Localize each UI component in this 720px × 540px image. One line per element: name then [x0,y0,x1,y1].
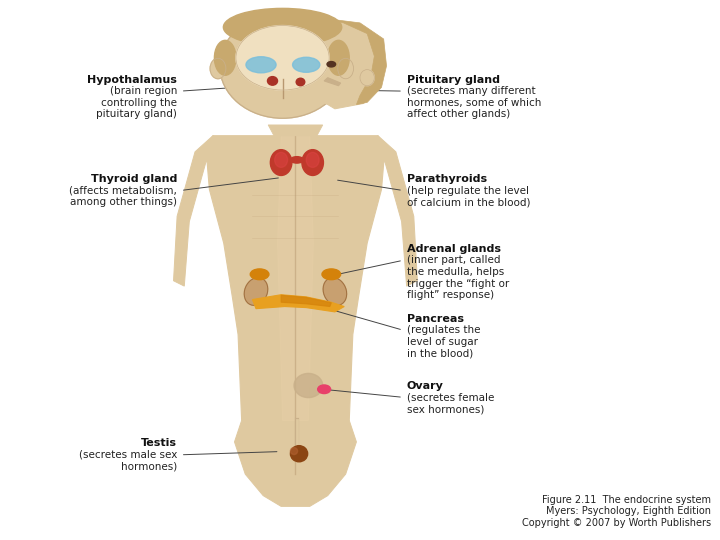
Text: (secretes male sex
hormones): (secretes male sex hormones) [78,450,177,471]
Text: (affects metabolism,
among other things): (affects metabolism, among other things) [69,186,177,207]
Ellipse shape [323,278,346,305]
Text: (regulates the
level of sugar
in the blood): (regulates the level of sugar in the blo… [407,325,480,359]
Polygon shape [174,136,220,286]
Ellipse shape [220,14,346,118]
Ellipse shape [296,78,305,86]
Text: Parathyroids: Parathyroids [407,174,487,184]
Ellipse shape [322,269,341,280]
Text: Testis: Testis [141,438,177,448]
Polygon shape [268,125,323,136]
Ellipse shape [318,385,330,394]
Ellipse shape [306,152,319,167]
Polygon shape [277,136,313,421]
Text: Thyroid gland: Thyroid gland [91,174,177,184]
Ellipse shape [236,25,329,90]
Polygon shape [371,136,418,286]
Ellipse shape [290,446,307,462]
Polygon shape [206,136,385,421]
Ellipse shape [246,57,276,73]
Ellipse shape [215,40,236,75]
Ellipse shape [360,70,374,86]
Text: (help regulate the level
of calcium in the blood): (help regulate the level of calcium in t… [407,186,530,207]
Ellipse shape [294,374,323,397]
Text: Adrenal glands: Adrenal glands [407,244,500,254]
Ellipse shape [270,150,292,176]
Text: (secretes many different
hormones, some of which
affect other glands): (secretes many different hormones, some … [407,86,541,119]
Text: (secretes female
sex hormones): (secretes female sex hormones) [407,393,494,414]
Ellipse shape [274,152,287,167]
Polygon shape [235,421,356,507]
Text: (inner part, called
the medulla, helps
trigger the “fight or
flight” response): (inner part, called the medulla, helps t… [407,255,509,300]
Text: (brain region
controlling the
pituitary gland): (brain region controlling the pituitary … [96,86,177,119]
Text: Figure 2.11  The endocrine system
Myers: Psychology, Eighth Edition
Copyright © : Figure 2.11 The endocrine system Myers: … [522,495,711,528]
Polygon shape [281,295,331,307]
Text: Hypothalamus: Hypothalamus [87,75,177,85]
Ellipse shape [338,58,354,79]
Polygon shape [324,78,341,86]
Ellipse shape [328,40,349,75]
Ellipse shape [251,269,269,280]
Ellipse shape [302,150,323,176]
Text: Pancreas: Pancreas [407,314,464,323]
Ellipse shape [267,77,277,85]
Polygon shape [253,295,344,312]
Ellipse shape [223,9,342,46]
Ellipse shape [292,57,320,72]
Ellipse shape [244,278,268,305]
Ellipse shape [327,62,336,67]
Text: Pituitary gland: Pituitary gland [407,75,500,85]
Ellipse shape [290,448,297,455]
Text: Ovary: Ovary [407,381,444,391]
Polygon shape [306,17,385,109]
Ellipse shape [290,157,303,163]
Ellipse shape [210,58,226,79]
Polygon shape [317,16,387,105]
